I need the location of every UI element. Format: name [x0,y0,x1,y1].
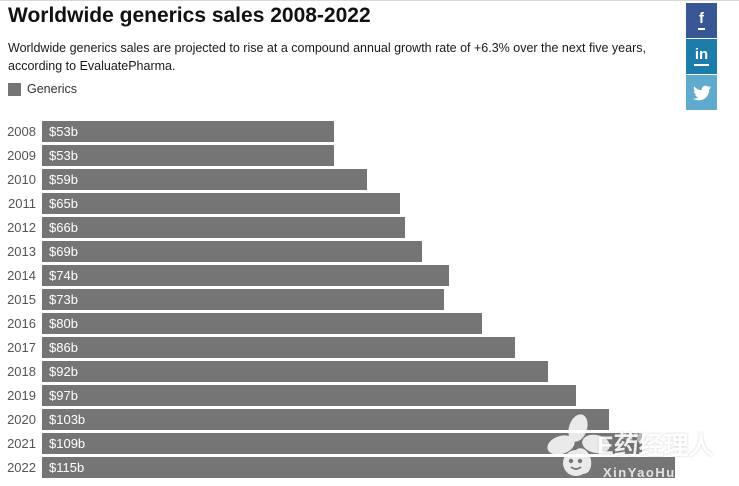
year-axis-label: 2015 [7,292,36,307]
legend-swatch [8,82,21,96]
year-axis-label: 2012 [7,220,36,235]
year-axis-label: 2009 [7,148,36,163]
chart-row: 2017 $86b [0,337,739,358]
generics-bar[interactable]: $86b [42,337,515,358]
bar-value-label: $66b [49,220,78,235]
bar-chart: 2008 $53b 2009 $53b 2010 $59b 2011 $65b 2012 $66b… [0,121,739,481]
bar-value-label: $109b [49,436,86,451]
generics-bar[interactable]: $92b [42,361,548,382]
year-axis-label: 2016 [7,316,36,331]
year-axis-label: 2014 [7,268,36,283]
legend[interactable]: Generics [8,82,77,96]
chart-row: 2009 $53b [0,145,739,166]
facebook-icon: f [698,11,705,30]
year-axis-label: 2019 [7,388,36,403]
generics-bar[interactable]: $109b [42,433,642,454]
chart-row: 2021 $109b [0,433,739,454]
bar-value-label: $53b [49,148,78,163]
generics-bar[interactable]: $97b [42,385,576,406]
bar-value-label: $86b [49,340,78,355]
generics-bar[interactable]: $115b [42,457,675,478]
chart-row: 2008 $53b [0,121,739,142]
legend-label: Generics [27,82,78,96]
bar-value-label: $73b [49,292,78,307]
year-axis-label: 2011 [8,196,36,211]
twitter-share-button[interactable] [686,75,717,110]
generics-bar[interactable]: $69b [42,241,422,262]
linkedin-share-button[interactable]: in [686,39,717,74]
chart-row: 2014 $74b [0,265,739,286]
bar-value-label: $103b [49,412,86,427]
year-axis-label: 2013 [7,244,36,259]
linkedin-icon: in [693,47,710,66]
year-axis-label: 2020 [7,412,36,427]
chart-row: 2020 $103b [0,409,739,430]
year-axis-label: 2022 [7,460,36,475]
chart-row: 2012 $66b [0,217,739,238]
chart-subtitle: Worldwide generics sales are projected t… [8,41,646,73]
year-axis-label: 2008 [7,124,36,139]
chart-row: 2010 $59b [0,169,739,190]
chart-row: 2013 $69b [0,241,739,262]
bar-value-label: $97b [49,388,78,403]
year-axis-label: 2010 [7,172,36,187]
bar-value-label: $69b [49,244,78,259]
year-axis-label: 2021 [7,436,36,451]
chart-row: 2015 $73b [0,289,739,310]
generics-bar[interactable]: $53b [42,145,334,166]
generics-bar[interactable]: $53b [42,121,334,142]
generics-bar[interactable]: $80b [42,313,482,334]
bar-value-label: $74b [49,268,78,283]
facebook-share-button[interactable]: f [686,3,717,38]
generics-bar[interactable]: $59b [42,169,367,190]
year-axis-label: 2017 [7,340,36,355]
chart-row: 2011 $65b [0,193,739,214]
generics-bar[interactable]: $74b [42,265,449,286]
generics-bar[interactable]: $65b [42,193,400,214]
page-title: Worldwide generics sales 2008-2022 [8,4,371,27]
generics-bar[interactable]: $73b [42,289,444,310]
chart-row: 2019 $97b [0,385,739,406]
twitter-icon [692,84,711,102]
bar-value-label: $59b [49,172,78,187]
bar-value-label: $80b [49,316,78,331]
generics-bar[interactable]: $66b [42,217,405,238]
bar-value-label: $115b [49,460,85,475]
bar-value-label: $92b [49,364,78,379]
chart-row: 2018 $92b [0,361,739,382]
chart-row: 2022 $115b [0,457,739,478]
bar-value-label: $65b [49,196,78,211]
social-share-bar: f in [686,3,717,111]
generics-bar[interactable]: $103b [42,409,609,430]
bar-value-label: $53b [49,124,78,139]
chart-row: 2016 $80b [0,313,739,334]
year-axis-label: 2018 [7,364,36,379]
